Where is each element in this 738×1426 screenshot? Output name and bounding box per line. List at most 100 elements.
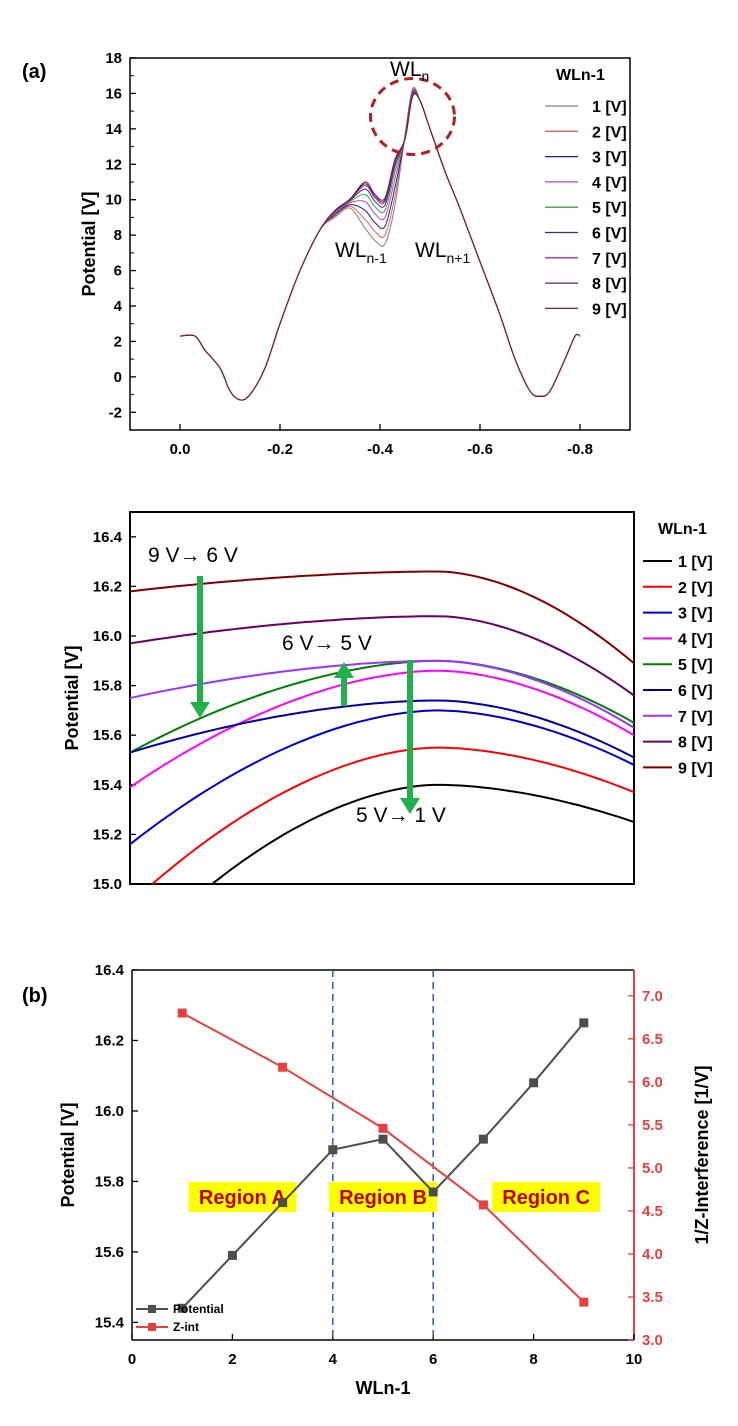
- x-tick-label-b: 6: [429, 1351, 437, 1368]
- plot-frame-a: [129, 57, 631, 431]
- annotation-5v-1v: 5 V→ 1 V: [356, 804, 446, 827]
- legend-label-mid: 1 [V]: [678, 554, 713, 571]
- y-tick-label-a: 8: [114, 227, 122, 244]
- x-tick-label-a: -0.6: [467, 441, 493, 458]
- legend-label-a: 5 [V]: [592, 200, 627, 217]
- data-point-b: [227, 1250, 237, 1260]
- legend-label-a: 3 [V]: [592, 150, 627, 167]
- y-tick-label-b: 16.0: [95, 1103, 124, 1120]
- y-tick-label-a: 0: [114, 369, 122, 386]
- y-tick-label-a: 10: [105, 192, 122, 209]
- annotation-wl-n-plus-1: WLn+1: [415, 239, 470, 266]
- data-point-b: [278, 1062, 288, 1072]
- data-point-b: [529, 1078, 539, 1088]
- series-line-mid-9: [130, 570, 634, 665]
- y-tick-label-mid: 15.8: [93, 678, 122, 695]
- series-line-mid-4: [130, 669, 634, 789]
- region-label: Region C: [502, 1187, 590, 1209]
- y-tick-label-a: 16: [105, 85, 122, 102]
- y-right-tick-label-b: 3.5: [642, 1289, 663, 1306]
- y-right-tick-label-b: 6.5: [642, 1031, 663, 1048]
- y-tick-label-a: 14: [105, 121, 122, 138]
- y-tick-label-mid: 15.4: [93, 777, 123, 794]
- subscript: n: [422, 68, 430, 84]
- x-tick-label-b: 4: [329, 1351, 338, 1368]
- region-label: Region B: [339, 1187, 427, 1209]
- x-tick-label-a: 0.0: [170, 441, 191, 458]
- legend-label-mid: 7 [V]: [678, 709, 713, 726]
- data-point-b: [478, 1134, 488, 1144]
- arrow-9v-6v-head: [190, 702, 210, 718]
- y-right-tick-label-b: 6.0: [642, 1074, 663, 1091]
- legend-title-a: WLn-1: [556, 67, 605, 84]
- legend-label-a: 1 [V]: [592, 99, 627, 116]
- legend-label-a: 2 [V]: [592, 124, 627, 141]
- y-tick-label-b: 15.4: [95, 1314, 125, 1331]
- series-line-a-8: [179, 92, 581, 401]
- legend-label-b: Z-int: [173, 1320, 199, 1334]
- x-tick-label-b: 0: [128, 1351, 136, 1368]
- y-axis-label-right-b: 1/Z-Interference [1/V]: [692, 1065, 712, 1244]
- y-axis-label-a: Potential [V]: [79, 191, 99, 296]
- legend-label-a: 8 [V]: [592, 276, 627, 293]
- series-group-mid: [130, 570, 634, 884]
- series-line-mid-3: [130, 709, 634, 846]
- y-right-tick-label-b: 5.5: [642, 1117, 663, 1134]
- y-tick-label-mid: 15.6: [93, 727, 122, 744]
- legend-label-mid: 8 [V]: [678, 735, 713, 752]
- data-point-b: [177, 1008, 187, 1018]
- series-line-mid-1: [210, 783, 634, 884]
- x-tick-label-a: -0.8: [567, 441, 593, 458]
- data-point-b: [579, 1018, 589, 1028]
- series-line-a-2: [179, 87, 581, 401]
- subscript: n+1: [447, 250, 471, 266]
- y-tick-label-a: -2: [109, 404, 122, 421]
- data-point-b: [378, 1123, 388, 1133]
- legend-label-a: 4 [V]: [592, 175, 627, 192]
- y-tick-label-mid: 16.2: [93, 578, 122, 595]
- legend-label-mid: 9 [V]: [678, 760, 713, 777]
- annotation-9v-6v: 9 V→ 6 V: [148, 544, 238, 567]
- data-point-b: [478, 1200, 488, 1210]
- y-tick-label-mid: 15.2: [93, 826, 122, 843]
- arrow-5v-1v-head: [400, 798, 420, 814]
- series-line-a-9: [179, 93, 581, 401]
- highlight-circle: [369, 76, 456, 156]
- y-tick-label-b: 15.6: [95, 1244, 124, 1261]
- series-line-a-1: [179, 86, 581, 401]
- annotation-wl-n-minus-1: WLn-1: [335, 239, 387, 266]
- panel-label-a: (a): [22, 61, 46, 83]
- legend-marker-b: [148, 1305, 156, 1313]
- series-line-mid-7: [130, 659, 634, 729]
- data-point-b: [579, 1297, 589, 1307]
- y-tick-label-b: 16.4: [95, 962, 125, 979]
- x-tick-label-a: -0.4: [367, 441, 394, 458]
- y-tick-label-mid: 15.0: [93, 876, 122, 893]
- region-label: Region A: [199, 1187, 286, 1209]
- y-tick-label-a: 2: [114, 333, 122, 350]
- region-highlight: [329, 1182, 437, 1212]
- legend-label-b: Potential: [173, 1302, 224, 1316]
- x-tick-label-a: -0.2: [267, 441, 293, 458]
- y-tick-label-mid: 16.0: [93, 628, 122, 645]
- panel-label-b: (b): [22, 985, 48, 1007]
- x-tick-label-b: 10: [626, 1351, 643, 1368]
- y-right-tick-label-b: 7.0: [642, 988, 663, 1005]
- y-tick-label-a: 4: [114, 298, 123, 315]
- legend-label-mid: 2 [V]: [678, 580, 713, 597]
- data-point-b: [177, 1303, 187, 1313]
- series-line-mid-2: [150, 746, 634, 884]
- data-point-b: [428, 1187, 438, 1197]
- y-right-tick-label-b: 3.0: [642, 1332, 663, 1349]
- legend-label-a: 6 [V]: [592, 226, 627, 243]
- y-tick-label-b: 15.8: [95, 1173, 124, 1190]
- legend-label-mid: 3 [V]: [678, 606, 713, 623]
- data-point-b: [278, 1198, 288, 1208]
- series-line-mid-5: [130, 659, 634, 754]
- x-tick-label-b: 2: [228, 1351, 236, 1368]
- legend-label-a: 7 [V]: [592, 251, 627, 268]
- y-right-tick-label-b: 4.0: [642, 1246, 663, 1263]
- legend-title-mid: WLn-1: [658, 521, 707, 538]
- annotation-6v-5v: 6 V→ 5 V: [282, 632, 372, 655]
